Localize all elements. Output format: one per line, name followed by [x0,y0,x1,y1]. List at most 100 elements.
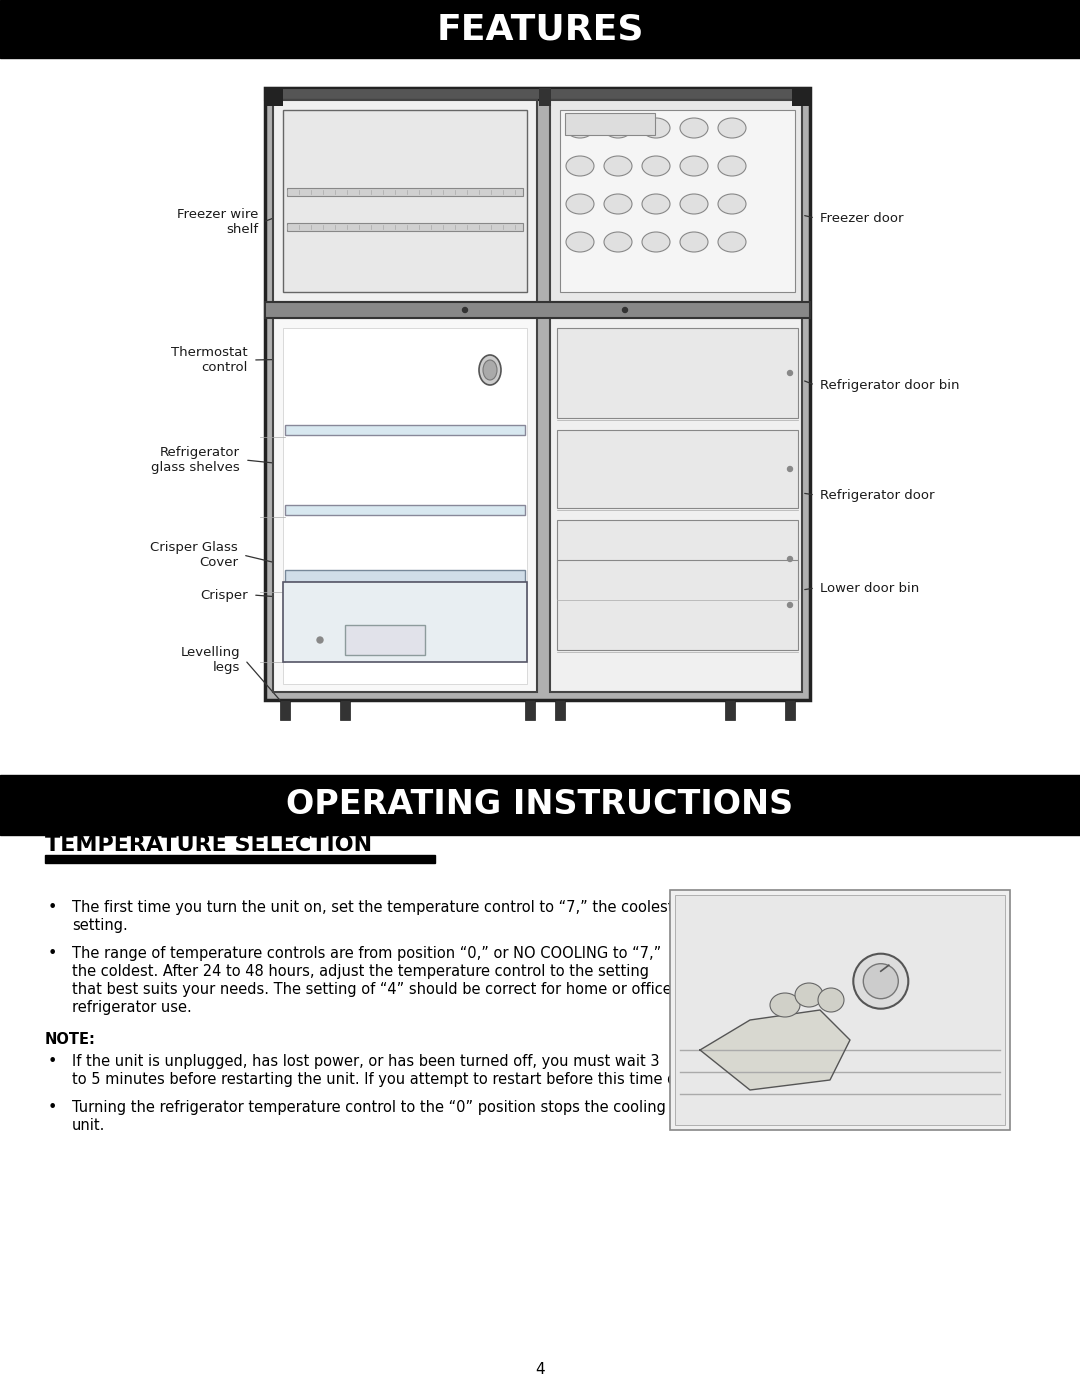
Text: Crisper Glass
Cover: Crisper Glass Cover [150,541,238,569]
Ellipse shape [680,156,708,176]
Bar [561,110,795,292]
Bar [539,88,551,106]
Bar [792,88,810,106]
Text: •: • [48,900,57,915]
Ellipse shape [680,117,708,138]
Ellipse shape [818,988,843,1011]
Bar [280,700,291,719]
Bar [670,890,1010,1130]
Bar [285,650,525,659]
Ellipse shape [622,307,627,313]
Ellipse shape [787,467,793,472]
Bar [285,425,525,434]
Ellipse shape [718,232,746,251]
Polygon shape [700,1010,850,1090]
Bar [273,319,537,692]
Ellipse shape [483,360,497,380]
Bar [340,700,350,719]
Bar [557,430,798,509]
Ellipse shape [604,232,632,251]
Text: Freezer door: Freezer door [820,211,904,225]
Ellipse shape [680,232,708,251]
Text: The range of temperature controls are from position “0,” or NO COOLING to “7,”: The range of temperature controls are fr… [72,946,661,961]
Bar [345,624,426,655]
Bar [565,113,654,136]
Ellipse shape [787,370,793,376]
Ellipse shape [718,156,746,176]
Bar [675,895,1005,1125]
Bar [785,700,795,719]
Bar [557,328,798,418]
Text: 4: 4 [536,1362,544,1377]
Bar [555,700,565,719]
Ellipse shape [795,983,823,1007]
Text: to 5 minutes before restarting the unit. If you attempt to restart before this t: to 5 minutes before restarting the unit.… [72,1071,987,1087]
Ellipse shape [863,964,899,999]
Bar [265,302,810,319]
Text: NOTE:: NOTE: [45,1032,96,1046]
Ellipse shape [604,156,632,176]
Text: Lower door bin: Lower door bin [820,581,919,595]
Ellipse shape [718,117,746,138]
Text: TEMPERATURE SELECTION: TEMPERATURE SELECTION [45,835,373,855]
Ellipse shape [604,117,632,138]
Text: OPERATING INSTRUCTIONS: OPERATING INSTRUCTIONS [286,788,794,821]
Ellipse shape [642,117,670,138]
Text: Refrigerator door bin: Refrigerator door bin [820,379,959,391]
Bar [725,700,735,719]
Ellipse shape [566,156,594,176]
Bar [273,101,537,302]
Text: that best suits your needs. The setting of “4” should be correct for home or off: that best suits your needs. The setting … [72,982,672,997]
Text: setting.: setting. [72,918,127,933]
Text: FEATURES: FEATURES [436,13,644,46]
Ellipse shape [642,232,670,251]
Ellipse shape [853,954,908,1009]
Bar [557,520,798,598]
Bar [45,855,435,863]
Bar [285,504,525,515]
Ellipse shape [566,232,594,251]
Bar [550,101,802,302]
Ellipse shape [318,637,323,643]
Ellipse shape [642,194,670,214]
Bar [287,189,523,196]
Ellipse shape [787,602,793,608]
Bar [550,319,802,692]
Bar [0,775,1080,835]
Bar [283,110,527,292]
Bar [283,328,527,685]
Text: Crisper: Crisper [201,588,248,602]
Bar [557,560,798,650]
Text: •: • [48,1099,57,1115]
Text: Refrigerator door: Refrigerator door [820,489,934,502]
Bar [285,580,525,590]
Text: Freezer wire
shelf: Freezer wire shelf [177,208,258,236]
Text: refrigerator use.: refrigerator use. [72,1000,192,1016]
Text: Refrigerator
glass shelves: Refrigerator glass shelves [151,446,240,474]
Text: Turning the refrigerator temperature control to the “0” position stops the cooli: Turning the refrigerator temperature con… [72,1099,993,1115]
Bar [0,0,1080,59]
Bar [265,88,810,700]
Ellipse shape [680,194,708,214]
Ellipse shape [462,307,468,313]
Ellipse shape [604,194,632,214]
Bar [287,224,523,231]
Text: •: • [48,946,57,961]
Ellipse shape [787,556,793,562]
Ellipse shape [770,993,800,1017]
Ellipse shape [480,355,501,386]
Bar [283,583,527,662]
Text: Levelling
legs: Levelling legs [180,645,240,673]
Text: Thermostat
control: Thermostat control [172,346,248,374]
Bar [265,88,810,101]
Text: The first time you turn the unit on, set the temperature control to “7,” the coo: The first time you turn the unit on, set… [72,900,674,915]
Text: If the unit is unplugged, has lost power, or has been turned off, you must wait : If the unit is unplugged, has lost power… [72,1053,660,1069]
Text: the coldest. After 24 to 48 hours, adjust the temperature control to the setting: the coldest. After 24 to 48 hours, adjus… [72,964,649,979]
Text: •: • [48,1053,57,1069]
Text: unit.: unit. [72,1118,106,1133]
Ellipse shape [566,117,594,138]
Ellipse shape [718,194,746,214]
Bar [285,570,525,583]
Bar [525,700,535,719]
Bar [265,88,283,106]
